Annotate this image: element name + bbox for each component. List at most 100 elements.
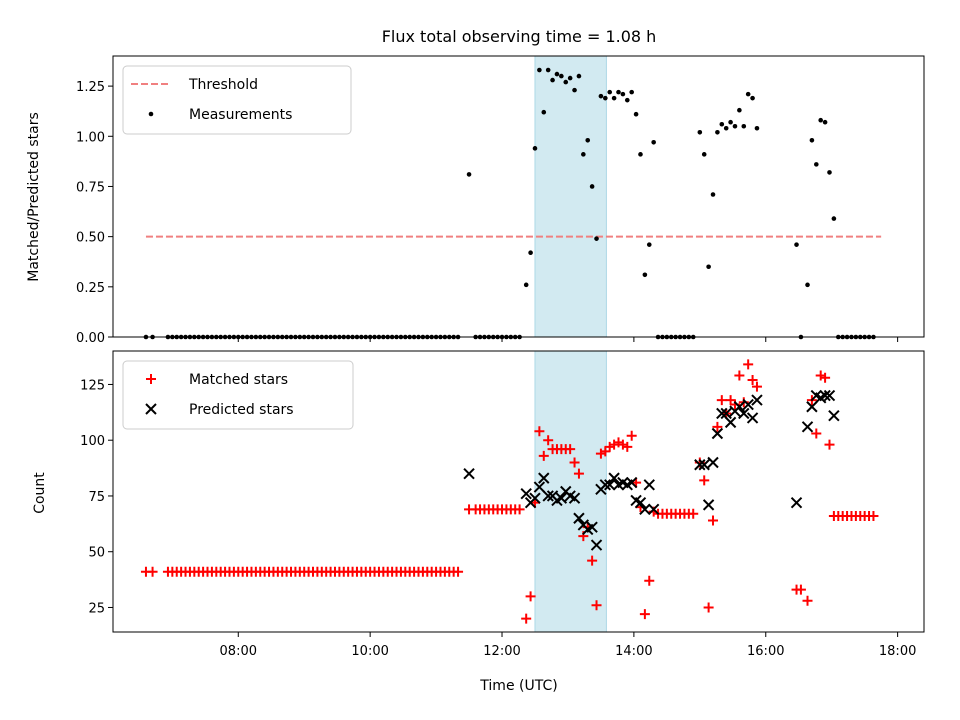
predicted-stars-point [634,496,647,509]
matched-stars-point [626,430,637,441]
bottom-y-tick-label: 100 [80,434,105,449]
predicted-stars-point [702,499,715,511]
predicted-stars-point [751,394,763,406]
matched-stars-point [565,444,576,455]
measurements-point [818,117,824,123]
measurements-point [754,125,760,131]
bottom-x-tick-label: 10:00 [351,644,388,659]
measurements-point [576,73,582,79]
predicted-stars-point [720,407,732,420]
chart-title: Flux total observing time = 1.08 h [382,27,657,46]
matched-stars-point [591,600,602,611]
measurements-point [732,123,738,129]
bottom-y-tick-label: 50 [88,546,105,561]
predicted-stars-point [828,409,840,422]
measurements-point [701,152,707,157]
predicted-stars-point [707,456,719,469]
measurements-point [737,107,742,113]
predicted-stars-point [643,479,655,491]
predicted-stars-point [790,496,803,509]
predicted-stars-point [746,412,759,424]
measurements-point [719,121,725,127]
matched-stars-point [699,475,710,486]
matched-stars-point [587,555,598,566]
matched-stars-point [747,374,758,385]
matched-stars-point [802,595,813,606]
measurements-point [629,89,634,95]
measurements-point [805,282,810,288]
bottom-y-tick-label: 25 [88,601,105,616]
matched-stars-point [569,457,580,468]
predicted-stars-point [529,492,541,504]
bottom-shaded-interval [534,350,607,633]
matched-stars-point [613,437,624,448]
predicted-stars-point [608,472,620,484]
predicted-stars-point [542,490,554,502]
measurements-point [611,95,617,101]
matched-stars-point [811,428,822,439]
predicted-stars-point [698,459,710,471]
measurements-point [715,129,720,135]
measurements-point [697,129,703,135]
measurements-point [554,71,560,77]
measurements-point [545,67,551,73]
bottom-x-tick-label: 08:00 [220,644,257,659]
matched-stars-point [712,421,723,432]
matched-stars-point [609,439,620,450]
bottom-y-tick-label: 125 [80,378,105,393]
top-y-tick-label: 0.00 [76,331,105,346]
measurements-point [585,138,591,143]
predicted-stars-point [823,389,836,402]
matched-stars-point [521,613,532,624]
predicted-stars-point [573,512,585,524]
predicted-stars-point [604,479,616,491]
measurements-point [523,282,529,288]
measurements-point [646,242,652,247]
measurements-point [532,146,538,151]
predicted-stars-point [568,492,581,504]
measurements-point [567,75,573,81]
predicted-stars-point [586,521,598,533]
measurements-point [741,123,747,129]
predicted-stars-point [724,416,737,429]
measurements-point [550,77,555,83]
bottom-y-tick-label: 75 [88,490,105,505]
measurements-point [541,109,547,115]
matched-stars-point [604,441,615,452]
measurements-point [528,250,533,255]
measurements-point [620,91,626,97]
x-axis-label: Time (UTC) [479,678,557,694]
measurements-point [831,216,837,221]
matched-stars-point [617,439,628,450]
predicted-stars-point [463,467,475,480]
measurements-point [809,138,815,143]
count-panel: 25 50 75 100 125 08:00 10:00 12:00 14:00 16:00 18:… [80,350,925,659]
measurements-point [624,97,630,103]
predicted-stars-point [819,389,831,402]
matched-stars-point [868,511,879,522]
matched-stars-point [622,441,633,452]
legend-matched-stars-swatch [146,374,156,384]
predicted-stars-point [738,407,750,420]
predicted-stars-point [716,407,728,420]
measurements-point [728,119,733,125]
measurements-point [642,272,648,278]
bottom-axes-frame [112,350,925,633]
measurements-point [594,236,599,241]
bottom-x-tick-label: 18:00 [879,644,916,659]
measurements-point [710,192,716,197]
matched-stars-point [751,381,762,392]
measurements-point [822,119,828,125]
top-y-axis-label: Matched/Predicted stars [26,112,42,282]
matched-stars-point [708,515,719,526]
legend-predicted-stars-swatch [145,403,157,415]
top-y-tick-label: 1.25 [76,80,105,95]
matched-stars-point [820,372,831,383]
predicted-stars-point [538,472,550,484]
matched-stars-point [824,439,835,450]
top-y-tick-label: 0.50 [76,231,105,246]
predicted-stars-point [625,476,638,489]
predicted-stars-point [590,539,603,551]
matched-stars-point [716,395,727,406]
matched-stars-point [703,602,714,613]
